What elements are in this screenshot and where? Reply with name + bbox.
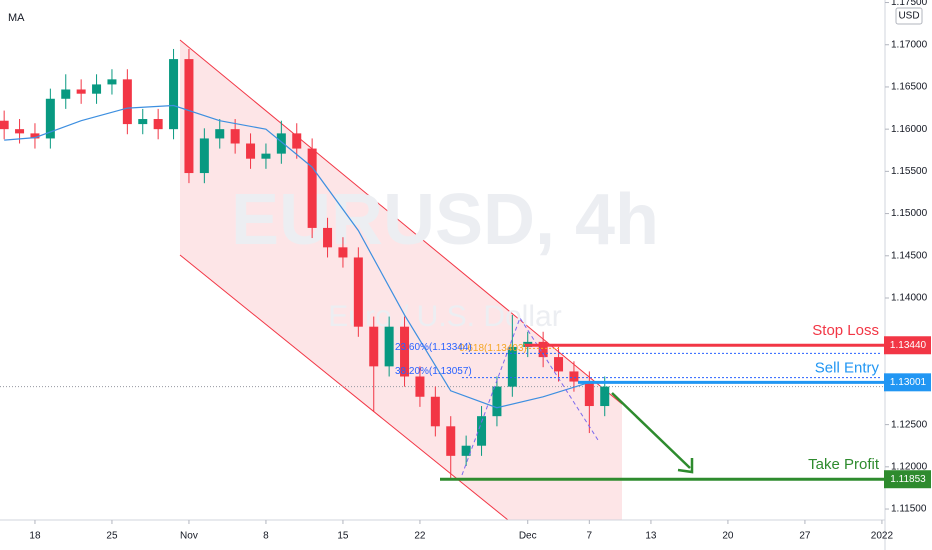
candle-body — [184, 59, 194, 174]
y-tick-label: 1.14500 — [891, 250, 928, 261]
fib-label: 23.60%(1.13344) — [395, 342, 472, 353]
indicator-label: MA — [8, 12, 25, 24]
y-tick-label: 1.12000 — [891, 461, 928, 472]
y-tick-label: 1.16000 — [891, 124, 928, 135]
x-tick-label: 7 — [587, 531, 593, 542]
level-price-label: 1.13001 — [890, 377, 927, 388]
candle-body — [230, 129, 240, 144]
background-layer: EURUSD, 4h Euro / U.S. Dollar — [0, 39, 885, 521]
y-tick-label: 1.17500 — [891, 0, 928, 8]
y-tick-label: 1.11500 — [891, 504, 927, 515]
x-tick-label: Dec — [519, 531, 537, 542]
candle-body — [122, 79, 132, 125]
x-tick-label: 13 — [645, 531, 657, 542]
arrow-head — [677, 458, 694, 474]
candle-body — [584, 381, 594, 407]
y-tick-label: 1.15000 — [891, 208, 928, 219]
level-price-box — [884, 470, 931, 489]
drawings: MA 0.618(1.13403)23.60%(1.13344) 38.20%(1… — [8, 12, 885, 481]
watermark-subtitle: Euro / U.S. Dollar — [328, 300, 561, 333]
candle-body — [384, 326, 394, 367]
candle-body — [30, 133, 40, 139]
candle-body — [400, 326, 410, 377]
arrow-shaft — [611, 392, 691, 469]
candle-body — [153, 119, 163, 130]
candle-body — [338, 247, 348, 258]
candle-body — [107, 79, 117, 85]
candle-body — [507, 346, 517, 387]
x-tick-label: 15 — [337, 531, 349, 542]
plot — [0, 48, 610, 479]
x-tick-label: 2022 — [871, 531, 894, 542]
candle-body — [369, 326, 379, 367]
candle-body — [492, 386, 502, 417]
candle-body — [538, 341, 548, 358]
y-tick-label: 1.16500 — [891, 82, 928, 93]
candle-body — [45, 98, 55, 139]
y-tick-label: 1.14000 — [891, 293, 928, 304]
x-tick-label: Nov — [180, 531, 198, 542]
channel-lower — [179, 254, 509, 521]
candle-body — [446, 426, 456, 456]
x-tick-label: 8 — [263, 531, 269, 542]
candle-body — [15, 129, 25, 134]
ma-line — [4, 104, 590, 409]
currency-box — [895, 7, 923, 25]
candle-body — [246, 143, 256, 159]
candle-body — [276, 133, 286, 154]
channel-upper — [179, 39, 623, 405]
x-tick-label: 25 — [106, 531, 118, 542]
candle-body — [92, 84, 102, 94]
candle-body — [600, 386, 610, 407]
candle-body — [323, 227, 333, 248]
level-name: Stop Loss — [812, 322, 879, 339]
fib-label: 38.20%(1.13057) — [395, 366, 472, 377]
fib-label: 0.618(1.13403) — [459, 343, 527, 354]
candle-body — [61, 89, 71, 99]
candle-body — [169, 59, 179, 130]
candle-body — [76, 89, 86, 94]
candle-body — [261, 153, 271, 159]
x-tick-label: 18 — [29, 531, 41, 542]
candle-body — [554, 357, 564, 372]
candle-body — [461, 445, 471, 456]
watermark-title: EURUSD, 4h — [231, 180, 659, 260]
x-tick-label: 20 — [722, 531, 734, 542]
candle-body — [292, 133, 302, 149]
level-price-label: 1.13440 — [890, 340, 927, 351]
x-tick-label: 22 — [414, 531, 426, 542]
candle-body — [477, 416, 487, 446]
candle-body — [199, 138, 209, 174]
currency-label: USD — [898, 11, 919, 22]
candle-body — [138, 119, 148, 125]
candle-body — [353, 257, 363, 327]
x-tick-label: 27 — [799, 531, 811, 542]
level-name: Sell Entry — [815, 359, 880, 376]
y-tick-label: 1.15500 — [891, 166, 928, 177]
candle-body — [307, 148, 317, 228]
candle-body — [430, 396, 440, 427]
level-price-box — [884, 336, 931, 355]
y-tick-label: 1.17000 — [891, 39, 928, 50]
y-tick-label: 1.12500 — [891, 419, 928, 430]
level-name: Take Profit — [808, 456, 880, 473]
candle-body — [0, 120, 9, 130]
candle-body — [215, 129, 225, 139]
candle-body — [415, 376, 425, 397]
level-price-label: 1.11853 — [890, 474, 926, 485]
candle-body — [569, 371, 579, 382]
channel-fill — [180, 40, 622, 520]
level-price-box — [884, 373, 931, 392]
